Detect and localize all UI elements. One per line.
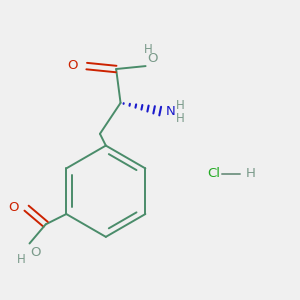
Text: N: N — [166, 105, 176, 118]
Text: O: O — [147, 52, 158, 64]
Text: H: H — [246, 167, 256, 180]
Text: H: H — [176, 99, 185, 112]
Text: O: O — [8, 201, 19, 214]
Text: Cl: Cl — [208, 167, 221, 180]
Text: H: H — [176, 112, 185, 125]
Text: O: O — [67, 59, 78, 72]
Text: O: O — [30, 246, 41, 259]
Text: H: H — [144, 44, 152, 56]
Text: H: H — [17, 253, 26, 266]
